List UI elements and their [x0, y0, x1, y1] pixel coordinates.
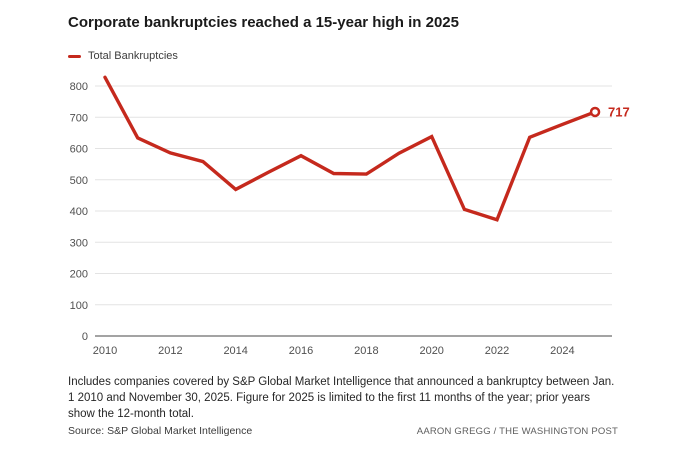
legend-label: Total Bankruptcies [88, 50, 178, 62]
source-row: Source: S&P Global Market Intelligence A… [68, 425, 618, 437]
y-tick-label: 300 [70, 237, 88, 249]
x-tick-label: 2014 [223, 345, 247, 357]
x-tick-label: 2010 [93, 345, 117, 357]
y-axis-labels: 0 100 200 300 400 500 600 700 800 [70, 81, 88, 343]
y-tick-label: 200 [70, 269, 88, 281]
legend-line-swatch-icon [68, 54, 81, 58]
chart-title: Corporate bankruptcies reached a 15-year… [68, 14, 459, 31]
y-tick-label: 100 [70, 300, 88, 312]
latest-point-marker [589, 106, 601, 118]
y-tick-label: 800 [70, 81, 88, 93]
x-tick-label: 2012 [158, 345, 182, 357]
footnote: Includes companies covered by S&P Global… [68, 376, 615, 420]
x-tick-label: 2016 [289, 345, 313, 357]
y-tick-label: 500 [70, 175, 88, 187]
x-axis-labels: 2010 2012 2014 2016 2018 2020 2022 2024 [93, 345, 575, 357]
y-tick-label: 700 [70, 112, 88, 124]
y-tick-label: 0 [82, 331, 88, 343]
y-tick-label: 600 [70, 144, 88, 156]
latest-value-label: 717 [608, 104, 630, 119]
total-bankruptcies-line [103, 75, 597, 222]
x-tick-label: 2022 [485, 345, 509, 357]
gridlines [95, 85, 612, 337]
x-tick-label: 2024 [550, 345, 574, 357]
x-tick-label: 2018 [354, 345, 378, 357]
legend: Total Bankruptcies [68, 50, 178, 62]
y-tick-label: 400 [70, 206, 88, 218]
source: Source: S&P Global Market Intelligence [68, 425, 253, 437]
x-tick-label: 2020 [419, 345, 443, 357]
credit: AARON GREGG / THE WASHINGTON POST [416, 426, 618, 437]
